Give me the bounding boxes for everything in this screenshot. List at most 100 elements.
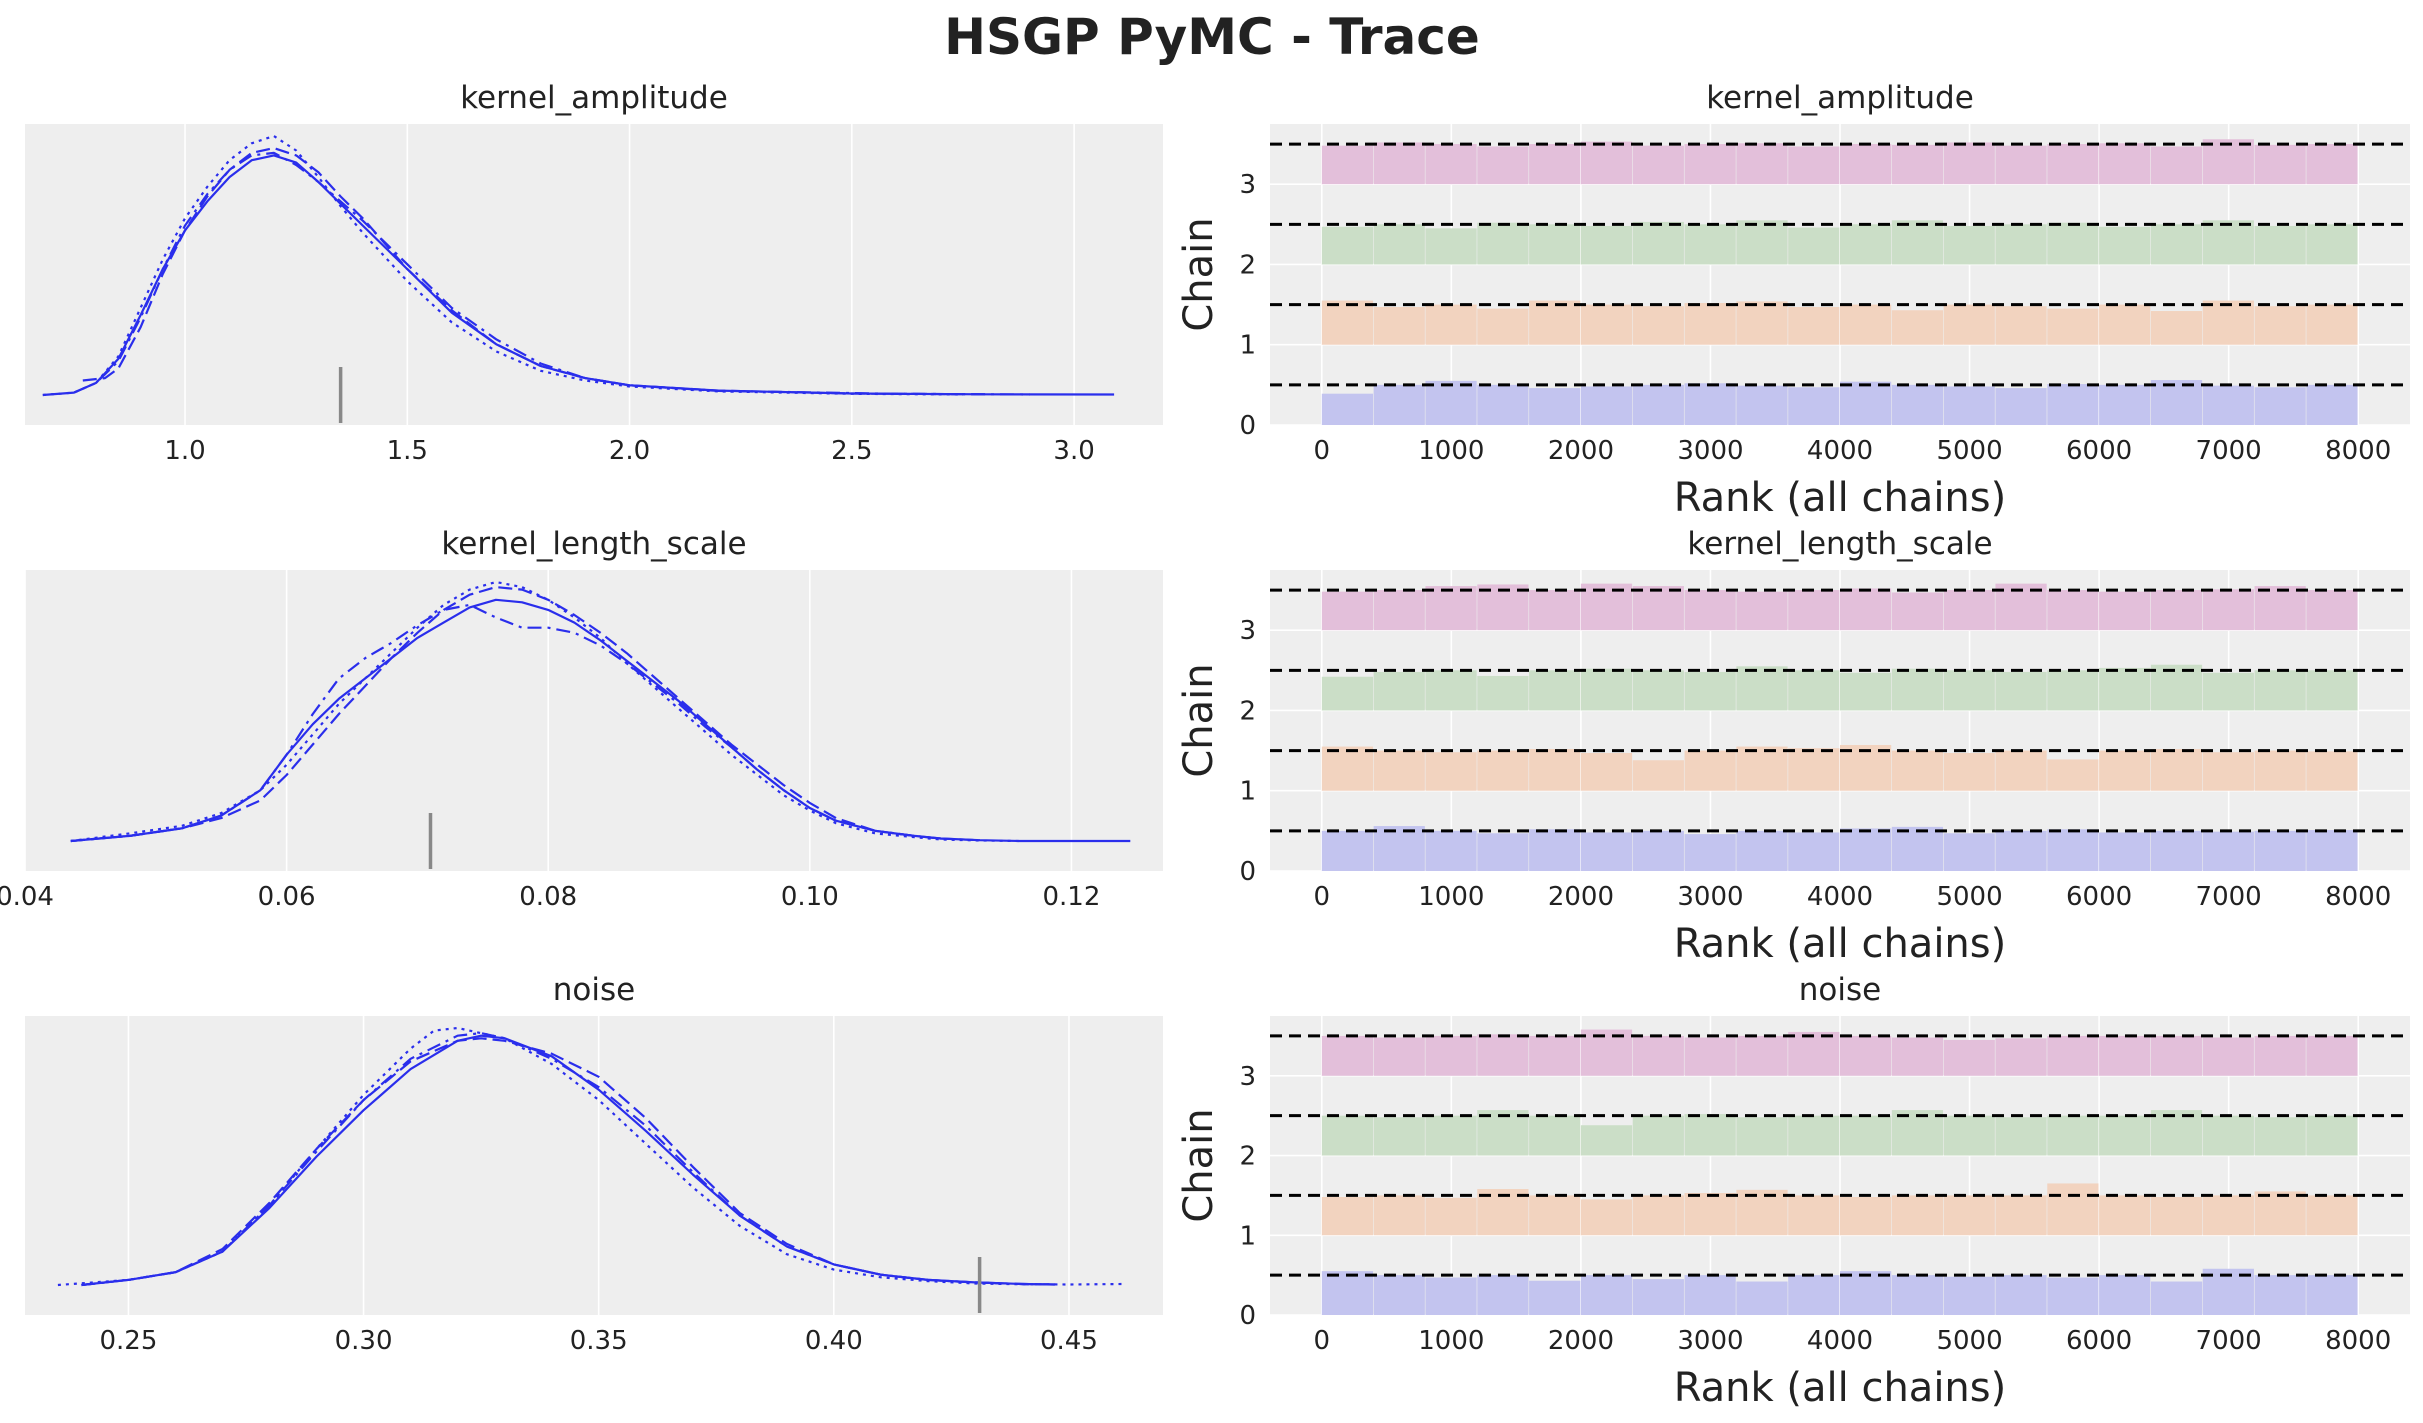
rank-bar-chain-1 (2254, 306, 2306, 345)
rank-bar-chain-2 (1321, 676, 1374, 711)
rank-bar-chain-1 (1580, 753, 1633, 791)
rank-bar-chain-1 (2099, 750, 2151, 791)
x-axis-label: Rank (all chains) (1674, 921, 2006, 967)
x-tick-label: 6000 (2066, 1326, 2132, 1356)
rank-bar-chain-3 (1373, 1037, 1425, 1076)
rank-bar-chain-3 (1373, 142, 1425, 185)
figure-title: HSGP PyMC - Trace (944, 8, 1480, 66)
rank-bar-chain-3 (1840, 144, 1892, 185)
panel-4: noise 0.25 0.30 0.35 0.40 0.45 (25, 972, 1163, 1356)
rank-bar-chain-0 (1788, 1275, 1840, 1315)
x-tick-label: 5000 (1936, 436, 2002, 466)
rank-bar-chain-0 (1684, 834, 1736, 871)
panel-2: kernel_length_scale 0.04 0.06 0.08 0.10 0.12 (0, 526, 1163, 912)
rank-bar-chain-0 (1891, 1275, 1944, 1315)
x-tick-label: 1000 (1418, 1326, 1484, 1356)
rank-bar-chain-3 (2254, 586, 2306, 631)
rank-bar-chain-3 (1477, 584, 1529, 631)
y-tick-label: 3 (1239, 1062, 1256, 1092)
rank-bar-chain-3 (2306, 590, 2358, 631)
y-tick-label: 1 (1239, 1221, 1256, 1251)
rank-bar-chain-1 (1321, 1196, 1374, 1236)
x-tick-label: 4000 (1807, 1326, 1873, 1356)
rank-bar-chain-3 (1529, 590, 1581, 631)
rank-bar-chain-1 (1684, 1193, 1736, 1236)
plot-area (25, 1016, 1163, 1315)
rank-bar-chain-0 (1529, 829, 1581, 871)
rank-bar-chain-2 (2047, 222, 2099, 265)
rank-bar-chain-3 (1684, 144, 1736, 185)
y-tick-label: 2 (1239, 250, 1256, 280)
rank-bar-chain-0 (1943, 386, 1995, 425)
kde-line-dotted (57, 1026, 1126, 1287)
x-tick-label: 0.40 (805, 1326, 863, 1356)
rank-bar-chain-1 (1632, 760, 1684, 791)
x-tick-label: 1000 (1418, 882, 1484, 912)
x-tick-label: 0.08 (519, 882, 577, 912)
rank-bar-chain-0 (1425, 380, 1477, 425)
rank-bar-chain-2 (2306, 1115, 2358, 1156)
x-tick-label: 0.25 (100, 1326, 158, 1356)
rank-bar-chain-1 (2150, 311, 2203, 345)
rank-bar-chain-0 (1736, 1281, 1788, 1315)
rank-bar-chain-3 (2150, 590, 2203, 631)
rank-bar-chain-2 (1529, 224, 1581, 265)
rank-bar-chain-3 (2254, 144, 2306, 185)
rank-bar-chain-0 (1736, 830, 1788, 871)
panel-0: kernel_amplitude 1.0 1.5 2.0 2.5 3.0 (25, 80, 1163, 466)
x-tick-label: 0.12 (1042, 882, 1100, 912)
rank-bar-chain-0 (1840, 828, 1892, 871)
x-tick-label: 4000 (1807, 436, 1873, 466)
rank-bar-chain-3 (2150, 146, 2203, 185)
rank-bar-chain-2 (2150, 224, 2203, 265)
rank-bar-chain-3 (1632, 586, 1684, 631)
rank-bar-chain-0 (2306, 830, 2358, 871)
rank-bar-chain-2 (1684, 671, 1736, 711)
rank-bar-chain-2 (1840, 672, 1892, 711)
rank-bar-chain-1 (1580, 1199, 1633, 1236)
x-tick-label: 3000 (1677, 1326, 1743, 1356)
x-tick-label: 0.35 (570, 1326, 628, 1356)
rank-bar-chain-3 (1840, 588, 1892, 631)
rank-bar-chain-0 (1373, 826, 1425, 871)
y-tick-label: 3 (1239, 170, 1256, 200)
y-tick-label: 1 (1239, 331, 1256, 361)
y-tick-label: 2 (1239, 1142, 1256, 1172)
rank-bar-chain-2 (1529, 1115, 1581, 1156)
rank-bar-chain-3 (1321, 591, 1374, 631)
rank-bar-chain-3 (2202, 1037, 2254, 1076)
rank-bar-chain-1 (2099, 1195, 2151, 1236)
rank-bar-chain-2 (1995, 1117, 2047, 1156)
rank-bar-chain-0 (1580, 386, 1633, 425)
rank-bar-chain-2 (2202, 672, 2254, 711)
y-tick-label: 0 (1239, 857, 1256, 887)
rank-bar-chain-1 (2254, 750, 2306, 791)
rank-bar-chain-0 (2306, 1275, 2358, 1315)
rank-bar-chain-1 (2306, 751, 2358, 791)
rank-bar-chain-3 (1425, 586, 1477, 631)
rank-bar-chain-0 (1529, 1280, 1581, 1315)
rank-bar-chain-1 (2099, 304, 2151, 345)
rank-bar-chain-0 (2202, 831, 2254, 871)
rank-bar-chain-2 (2150, 664, 2203, 711)
y-tick-label: 0 (1239, 411, 1256, 441)
y-axis-label: Chain (1176, 1108, 1222, 1222)
rank-bar-chain-3 (1580, 583, 1633, 631)
rank-bar-chain-2 (1891, 1110, 1944, 1156)
rank-bar-chain-2 (1736, 666, 1788, 711)
rank-bar-chain-1 (1632, 1195, 1684, 1236)
x-tick-label: 0 (1314, 882, 1331, 912)
rank-bar-chain-2 (1321, 226, 1374, 265)
panel-5: noise 0 1000 2000 3000 4000 5000 6000 7000 8000 0 1… (1176, 972, 2410, 1411)
rank-bar-chain-3 (2306, 144, 2358, 185)
rank-bar-chain-3 (2306, 1035, 2358, 1076)
rank-bar-chain-0 (1943, 833, 1995, 871)
rank-bar-chain-0 (1373, 384, 1425, 425)
rank-bar-chain-0 (1684, 1275, 1736, 1315)
rank-bar-chain-3 (2150, 1035, 2203, 1076)
rank-bar-chain-1 (1736, 301, 1788, 345)
panel-title: kernel_length_scale (1687, 526, 1992, 562)
rank-bar-chain-2 (1736, 1117, 1788, 1156)
x-tick-label: 2000 (1548, 1326, 1614, 1356)
